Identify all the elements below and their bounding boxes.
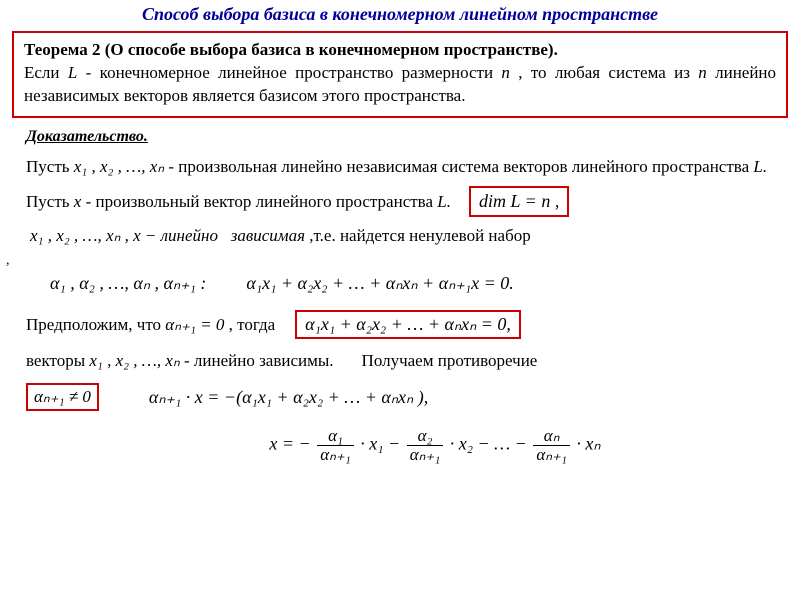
theorem-n2: n	[698, 63, 707, 82]
assume-b: , тогда	[229, 315, 276, 334]
p3-vec: x₁ , x₂ , …, xₙ , x − линейно	[30, 226, 218, 245]
p2-L: L.	[437, 192, 451, 211]
p3-tail: ,т.е. найдется ненулевой набор	[309, 226, 530, 245]
p4-c: Получаем противоречие	[362, 351, 538, 370]
page-title: Способ выбора базиса в конечномерном лин…	[0, 0, 800, 31]
proof-line-3: x₁ , x₂ , …, xₙ , x − линейно зависимая …	[0, 223, 800, 253]
proof-heading: Доказательство.	[0, 126, 800, 154]
frac2-num: α₂	[407, 427, 444, 446]
alphas-list: α₁ , α₂ , …, αₙ , αₙ₊₁ :	[50, 273, 206, 294]
frac-2: α₂ αₙ₊₁	[407, 427, 444, 464]
p3-dep: зависимая	[231, 226, 305, 245]
alpha-combination-row: α₁ , α₂ , …, αₙ , αₙ₊₁ : α₁x₁ + α₂x₂ + ……	[0, 269, 800, 302]
p2-a: Пусть	[26, 192, 74, 211]
frac1-num: α₁	[317, 427, 354, 446]
proof-line-1: Пусть x₁ , x₂ , …, xₙ - произвольная лин…	[0, 154, 800, 184]
result-row-1: αₙ₊₁ ≠ 0 αₙ₊₁ · x = −(α₁x₁ + α₂x₂ + … + …	[0, 377, 800, 421]
frac3-den: αₙ₊₁	[533, 446, 570, 464]
theorem-L: L	[68, 63, 77, 82]
p1-L: L.	[753, 157, 767, 176]
mid3: · xₙ	[576, 434, 600, 454]
frac-3: αₙ αₙ₊₁	[533, 427, 570, 464]
frac2-den: αₙ₊₁	[407, 446, 444, 464]
theorem-n: n	[501, 63, 510, 82]
eq2-pref: x = −	[269, 434, 310, 454]
p1-a: Пусть	[26, 157, 74, 176]
frac1-den: αₙ₊₁	[317, 446, 354, 464]
p1-vectors: x₁ , x₂ , …, xₙ	[74, 157, 164, 176]
assume-a: Предположим, что	[26, 315, 165, 334]
mid1: · x₁ −	[360, 434, 404, 454]
theorem-box: Теорема 2 (О способе выбора базиса в кон…	[12, 31, 788, 118]
dim-box: dim L = n ,	[469, 186, 569, 217]
p2-x: x	[74, 192, 82, 211]
frac3-num: αₙ	[533, 427, 570, 446]
frac-1: α₁ αₙ₊₁	[317, 427, 354, 464]
stray-comma: ,	[0, 253, 800, 269]
contradiction-row: векторы x₁ , x₂ , …, xₙ - линейно зависи…	[0, 347, 800, 377]
p4-a: векторы	[26, 351, 89, 370]
theorem-body-1: Если	[24, 63, 68, 82]
p4-vec: x₁ , x₂ , …, xₙ	[89, 351, 179, 370]
theorem-body-3: , то любая система из	[518, 63, 698, 82]
p2-b: - произвольный вектор линейного простран…	[86, 192, 438, 211]
p4-b: - линейно зависимы.	[184, 351, 334, 370]
result-row-2: x = − α₁ αₙ₊₁ · x₁ − α₂ αₙ₊₁ · x₂ − … − …	[0, 421, 800, 472]
proof-line-2: Пусть x - произвольный вектор линейного …	[0, 184, 800, 223]
eq1: αₙ₊₁ · x = −(α₁x₁ + α₂x₂ + … + αₙxₙ ),	[149, 387, 428, 408]
linear-combination-zero: α₁x₁ + α₂x₂ + … + αₙxₙ + αₙ₊₁x = 0.	[246, 273, 513, 294]
mid2: · x₂ − … −	[450, 434, 532, 454]
theorem-body-2: - конечномерное линейное пространство ра…	[86, 63, 502, 82]
theorem-heading: Теорема 2 (О способе выбора базиса в кон…	[24, 40, 558, 59]
alpha-neq-zero-box: αₙ₊₁ ≠ 0	[26, 383, 99, 411]
assume-alpha: αₙ₊₁ = 0	[165, 315, 224, 334]
p1-b: - произвольная линейно независимая систе…	[168, 157, 753, 176]
sum-zero-box: α₁x₁ + α₂x₂ + … + αₙxₙ = 0,	[295, 310, 521, 339]
assume-row: Предположим, что αₙ₊₁ = 0 , тогда α₁x₁ +…	[0, 302, 800, 347]
